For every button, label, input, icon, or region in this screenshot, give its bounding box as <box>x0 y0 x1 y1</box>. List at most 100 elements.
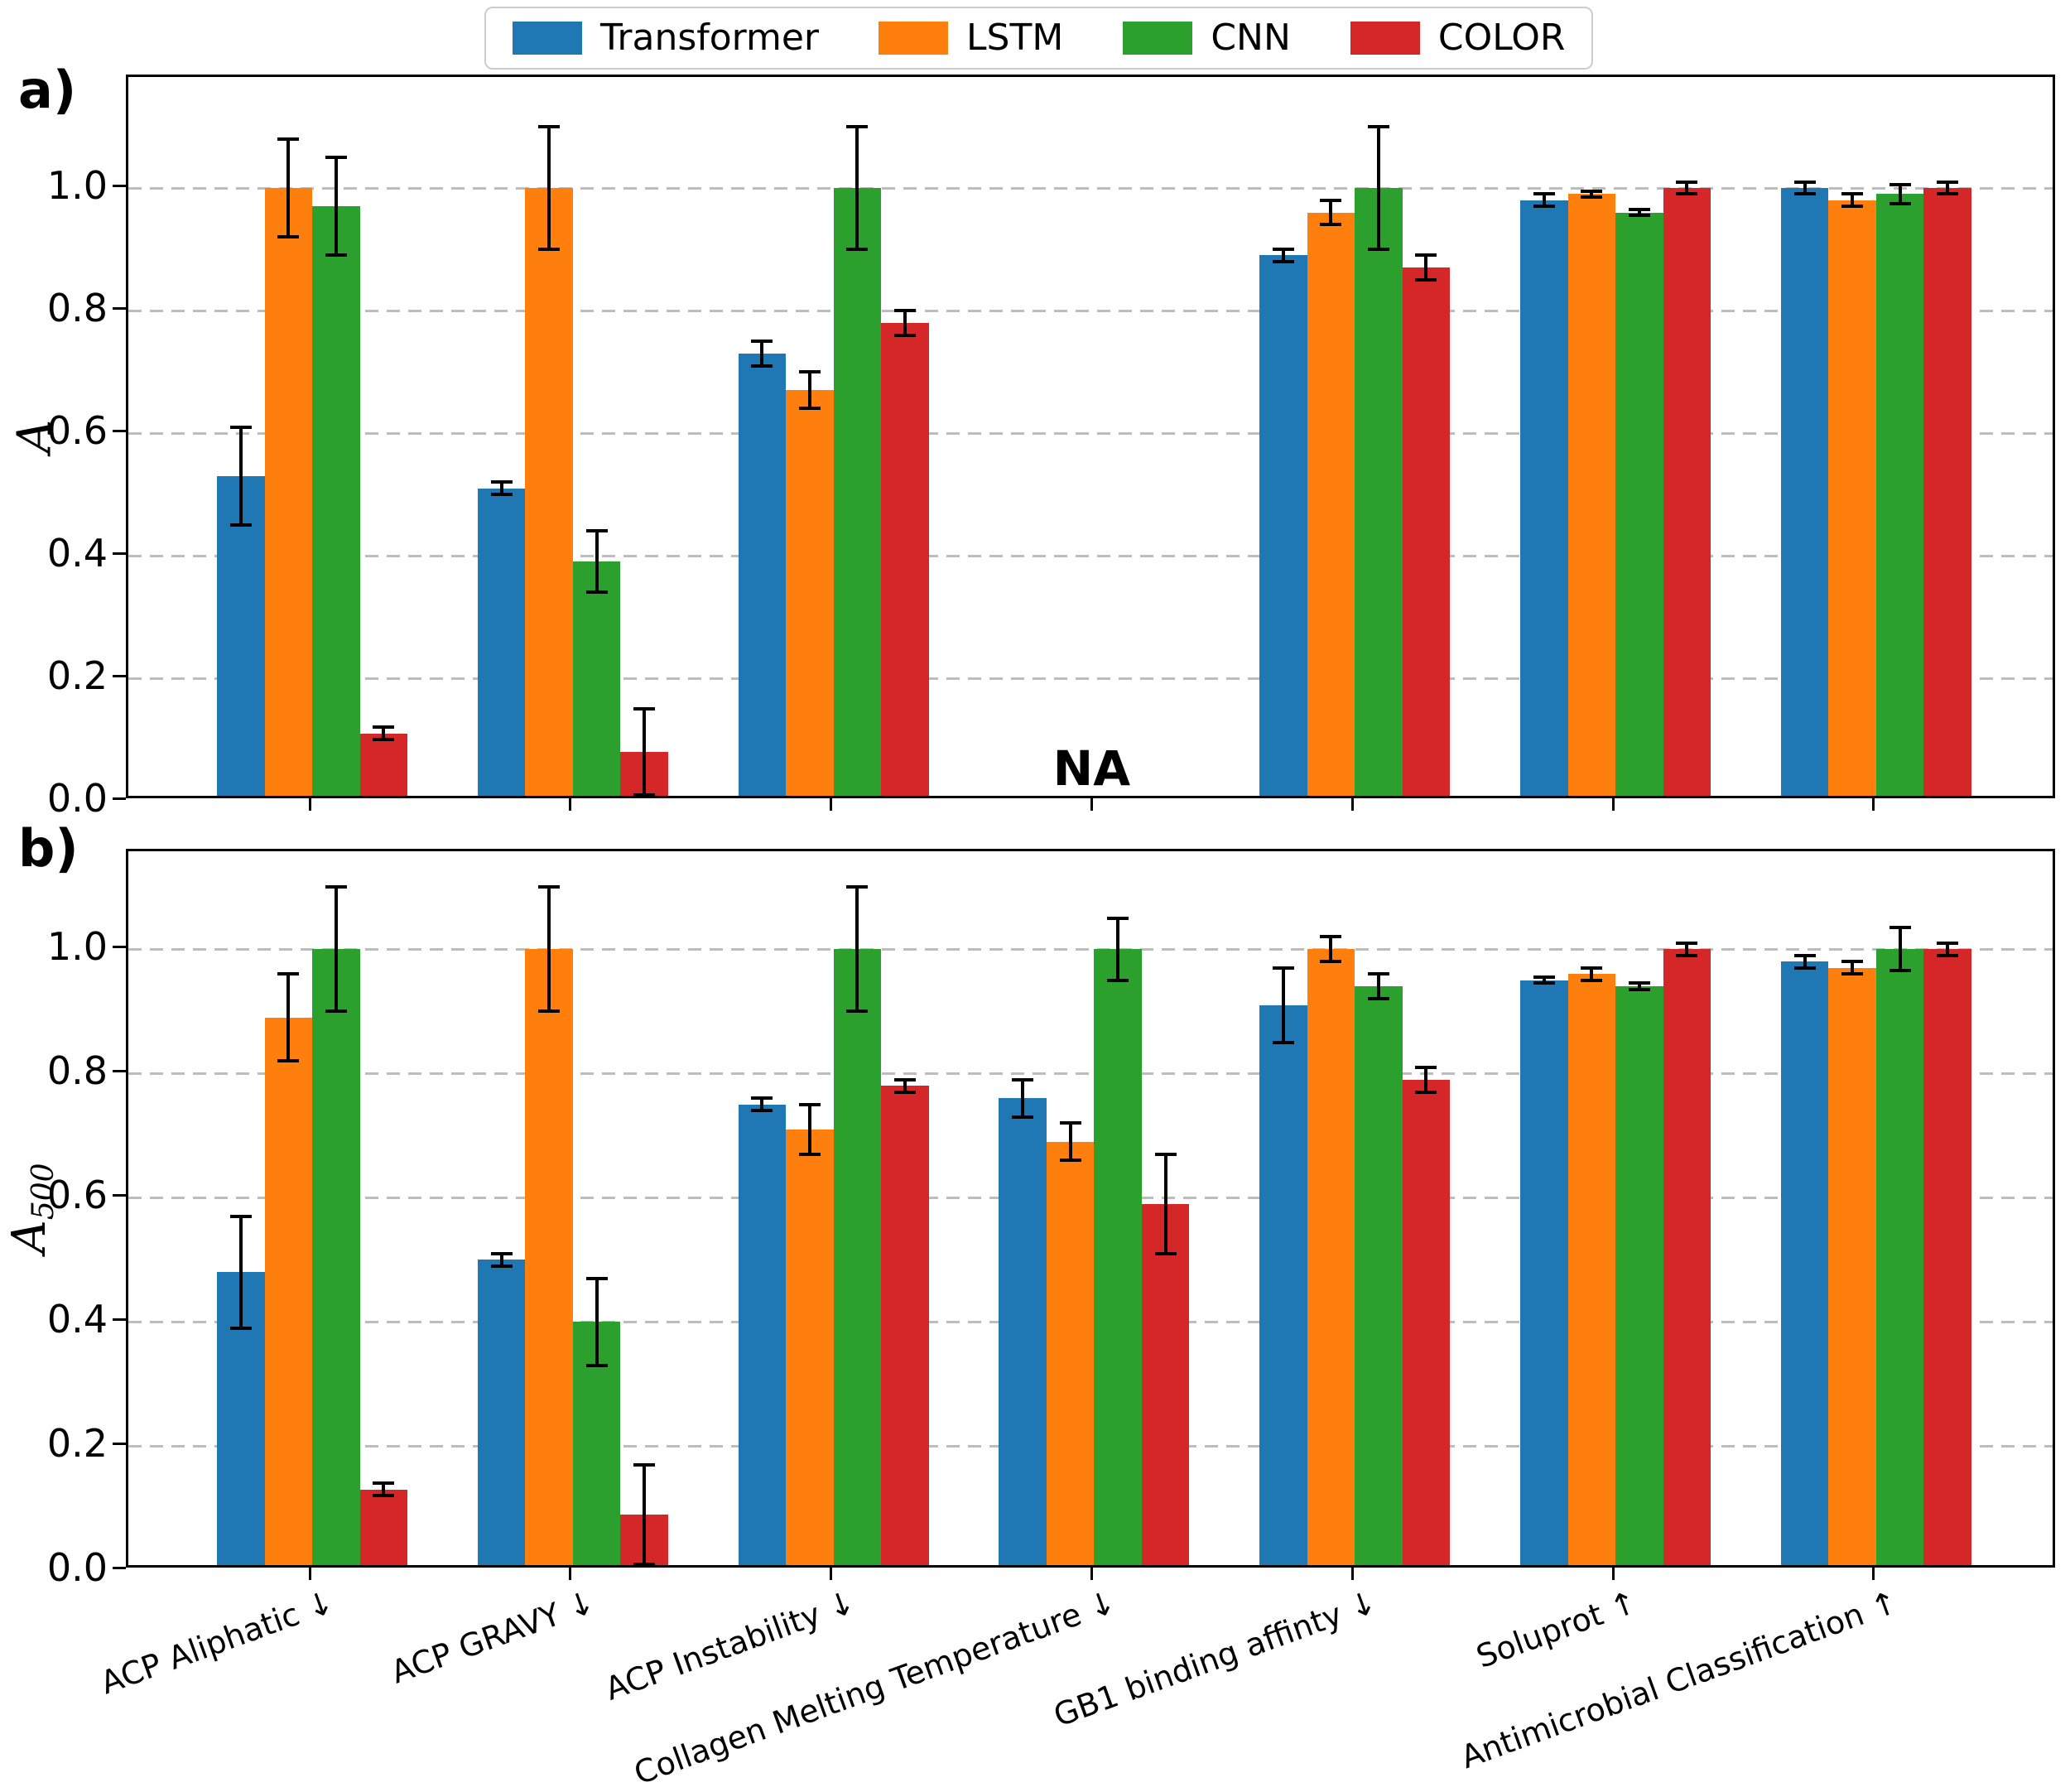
errorbar-cap-top <box>1533 975 1555 979</box>
errorbar-cap-top <box>1415 253 1437 258</box>
legend-item-label: Transformer <box>600 17 820 59</box>
errorbar-cap-bottom <box>846 248 869 251</box>
legend-swatch-icon <box>1123 22 1193 55</box>
xtick-mark-b <box>1090 1568 1093 1580</box>
legend-item-label: LSTM <box>966 17 1064 59</box>
errorbar-line <box>1542 194 1546 207</box>
errorbar-line <box>595 531 599 593</box>
errorbar-line <box>643 1464 647 1564</box>
errorbar-line <box>1590 190 1594 198</box>
errorbar-line <box>1803 181 1807 195</box>
bar-b-series-lstm-cat-2 <box>786 1129 834 1565</box>
errorbar-cap-bottom <box>277 1059 300 1062</box>
errorbar-cap-top <box>1272 966 1294 970</box>
bar-b-series-cnn-cat-2 <box>833 949 882 1565</box>
errorbar-cap-top <box>585 529 608 533</box>
errorbar-cap-bottom <box>229 1326 252 1330</box>
gridline-y-0.4 <box>128 554 2053 557</box>
ytick-mark-b <box>113 1318 126 1321</box>
errorbar-line <box>807 372 811 409</box>
errorbar-cap-bottom <box>846 1009 869 1013</box>
errorbar-line <box>238 426 243 525</box>
errorbar-line <box>1946 181 1950 195</box>
legend-item-lstm: LSTM <box>879 20 1063 56</box>
bar-b-series-transformer-cat-5 <box>1520 980 1568 1565</box>
legend-item-cnn: CNN <box>1123 20 1291 56</box>
errorbar-line <box>547 127 551 249</box>
bar-b-series-cnn-cat-6 <box>1875 949 1924 1565</box>
bar-a-series-lstm-cat-0 <box>264 188 312 796</box>
gridline-y-0.8 <box>128 309 2053 312</box>
bar-a-series-color-cat-6 <box>1923 188 1971 796</box>
errorbar-cap-top <box>1676 180 1698 184</box>
errorbar-cap-bottom <box>490 1264 513 1268</box>
legend-swatch-icon <box>879 22 949 55</box>
ytick-mark-b <box>113 1069 126 1072</box>
errorbar-cap-bottom <box>229 523 252 527</box>
ytick-mark-a <box>113 184 126 187</box>
errorbar-cap-bottom <box>1154 1251 1177 1255</box>
errorbar-cap-top <box>1889 925 1911 929</box>
ytick-label-a: 0.2 <box>46 653 108 698</box>
errorbar-line <box>643 709 647 795</box>
legend-item-transformer: Transformer <box>513 20 819 56</box>
errorbar-cap-bottom <box>1415 1090 1437 1094</box>
errorbar-cap-top <box>1155 796 1177 798</box>
errorbar-cap-bottom <box>1367 248 1389 251</box>
errorbar-cap-bottom <box>1889 201 1911 205</box>
errorbar-line <box>903 1079 907 1092</box>
xtick-label-category-6: Antimicrobial Classification ↑ <box>1456 1583 1903 1776</box>
errorbar-cap-bottom <box>1059 1159 1081 1162</box>
errorbar-cap-bottom <box>1533 981 1555 985</box>
errorbar-cap-top <box>633 707 656 711</box>
bar-b-series-transformer-cat-3 <box>999 1098 1047 1565</box>
panel-a-label: a) <box>18 60 77 120</box>
bar-a-series-lstm-cat-6 <box>1828 200 1876 796</box>
errorbar-cap-top <box>1012 796 1033 798</box>
errorbar-line <box>1424 1067 1428 1092</box>
errorbar-line <box>760 341 764 366</box>
xtick-mark-a <box>1350 798 1354 811</box>
ytick-mark-b <box>113 1442 126 1445</box>
errorbar-line <box>286 974 291 1061</box>
errorbar-cap-top <box>1320 198 1342 202</box>
xtick-mark-a <box>830 798 833 811</box>
bar-a-series-transformer-cat-4 <box>1259 255 1307 796</box>
ytick-label-b: 0.8 <box>46 1048 108 1093</box>
errorbar-cap-bottom <box>585 590 608 595</box>
bar-a-series-color-cat-4 <box>1402 267 1451 796</box>
ytick-mark-a <box>113 552 126 555</box>
errorbar-line <box>1637 209 1641 216</box>
errorbar-line <box>807 1104 811 1154</box>
bar-b-series-lstm-cat-1 <box>525 949 573 1565</box>
errorbar-cap-bottom <box>373 1494 395 1497</box>
errorbar-line <box>382 1483 386 1496</box>
xtick-label-category-0: ACP Aliphatic ↓ <box>96 1583 339 1702</box>
bar-a-series-lstm-cat-4 <box>1307 212 1355 796</box>
gridline-y-0.2 <box>128 677 2053 680</box>
errorbar-line <box>1164 797 1167 798</box>
xtick-mark-b <box>1872 1568 1875 1580</box>
bar-b-series-transformer-cat-4 <box>1259 1004 1307 1565</box>
ytick-label-a: 0.0 <box>46 776 108 821</box>
ytick-label-b: 0.0 <box>46 1545 108 1590</box>
errorbar-cap-top <box>1154 1152 1177 1156</box>
errorbar-cap-bottom <box>751 364 773 368</box>
errorbar-line <box>1851 961 1855 974</box>
errorbar-line <box>382 727 386 739</box>
errorbar-cap-top <box>490 1251 513 1255</box>
bar-b-series-color-cat-4 <box>1402 1079 1451 1565</box>
errorbar-line <box>1376 127 1380 249</box>
errorbar-line <box>855 887 859 1011</box>
errorbar-line <box>1116 797 1119 798</box>
errorbar-cap-bottom <box>751 1109 773 1112</box>
errorbar-cap-bottom <box>325 1009 347 1013</box>
bar-a-series-cnn-cat-4 <box>1355 188 1403 796</box>
bar-b-series-lstm-cat-0 <box>264 1017 312 1565</box>
errorbar-cap-top <box>846 885 869 889</box>
errorbar-cap-bottom <box>1320 960 1342 963</box>
errorbar-cap-top <box>229 1214 252 1218</box>
bar-b-series-lstm-cat-4 <box>1307 949 1355 1565</box>
errorbar-cap-bottom <box>1272 1040 1294 1044</box>
